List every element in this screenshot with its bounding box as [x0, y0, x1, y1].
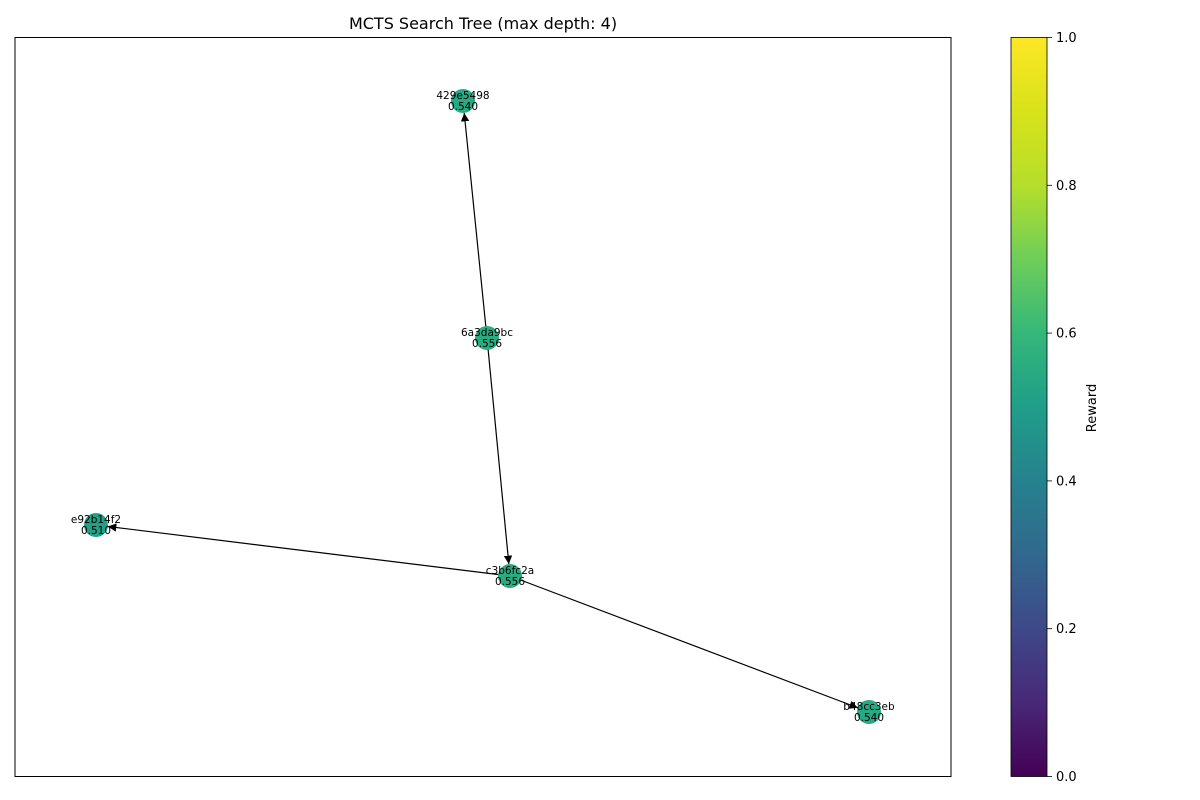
node-id-label: b48cc3eb: [843, 701, 895, 713]
node-reward-label: 0.556: [472, 338, 502, 350]
node-id-label: 429e5498: [436, 90, 489, 102]
plot-area-frame: [14, 37, 952, 777]
colorbar: 0.0 0.2 0.4 0.6 0.8 1.0 Reward: [1010, 31, 1100, 785]
colorbar-tick-label: 0.8: [1056, 179, 1077, 194]
colorbar-label: Reward: [1085, 384, 1100, 432]
node-circle: [84, 513, 108, 537]
chart-title: MCTS Search Tree (max depth: 4): [349, 14, 617, 33]
colorbar-tick-label: 0.2: [1056, 622, 1077, 637]
colorbar-tick-label: 1.0: [1056, 31, 1077, 46]
node-circle: [857, 700, 881, 724]
node-circle: [498, 564, 522, 588]
edge-6a3da9bc-to-c3b6fc2a: [486, 337, 513, 565]
node-reward-label: 0.556: [495, 576, 525, 588]
node-circle: [475, 326, 499, 350]
colorbar-tick-label: 0.6: [1056, 327, 1077, 342]
edge-c3b6fc2a-to-e92b14f2: [107, 523, 511, 577]
colorbar-tick-label: 0.0: [1056, 770, 1077, 785]
edges-layer: [107, 112, 858, 709]
node-reward-label: 0.510: [81, 525, 111, 537]
edge-6a3da9bc-to-429e5498: [460, 112, 488, 339]
node-circle: [451, 89, 475, 113]
nodes-layer: 6a3da9bc0.556429e54980.540c3b6fc2a0.556e…: [71, 89, 895, 724]
node-reward-label: 0.540: [448, 101, 478, 113]
node-id-label: e92b14f2: [71, 514, 121, 526]
colorbar-gradient: [1010, 37, 1048, 777]
colorbar-ticks: 0.0 0.2 0.4 0.6 0.8 1.0: [1047, 31, 1077, 785]
node-id-label: 6a3da9bc: [461, 327, 513, 339]
colorbar-tick-label: 0.4: [1056, 474, 1077, 489]
node-reward-label: 0.540: [854, 712, 884, 724]
node-id-label: c3b6fc2a: [486, 565, 534, 577]
edge-c3b6fc2a-to-b48cc3eb: [509, 575, 858, 709]
